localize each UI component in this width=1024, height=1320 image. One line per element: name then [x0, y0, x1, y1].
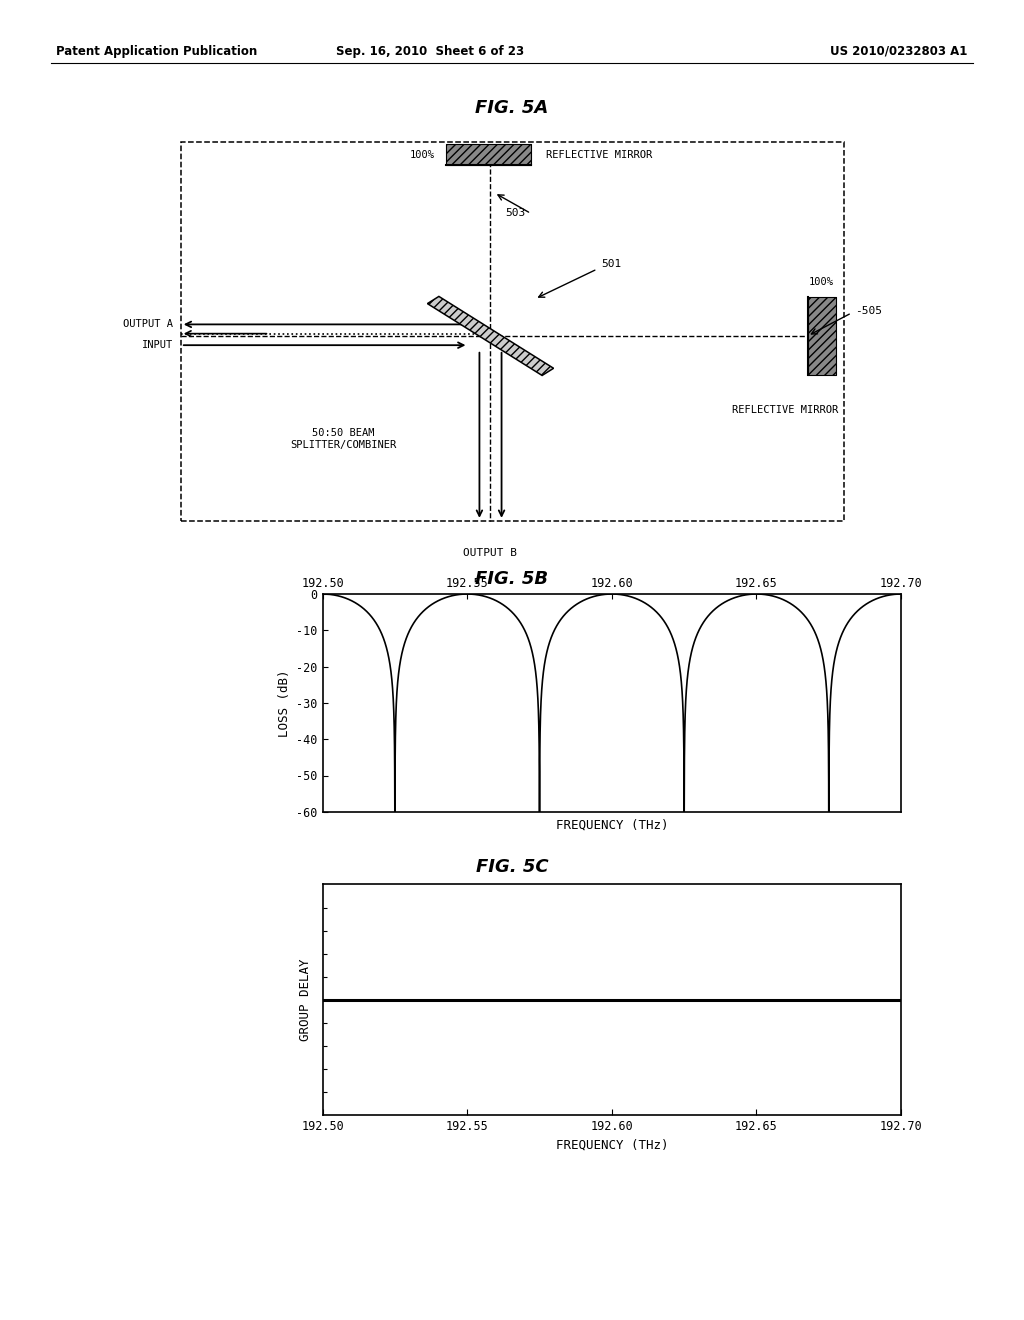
Text: REFLECTIVE MIRROR: REFLECTIVE MIRROR	[732, 405, 839, 416]
Text: FIG. 5C: FIG. 5C	[476, 858, 548, 876]
Text: US 2010/0232803 A1: US 2010/0232803 A1	[830, 45, 968, 58]
Text: 100%: 100%	[809, 277, 834, 288]
Text: INPUT: INPUT	[142, 341, 173, 350]
Text: 501: 501	[601, 259, 622, 269]
Text: OUTPUT A: OUTPUT A	[124, 319, 173, 330]
Y-axis label: LOSS (dB): LOSS (dB)	[278, 669, 291, 737]
Text: REFLECTIVE MIRROR: REFLECTIVE MIRROR	[546, 150, 652, 160]
Text: 100%: 100%	[411, 150, 435, 160]
Text: -505: -505	[855, 305, 883, 315]
Text: Patent Application Publication: Patent Application Publication	[56, 45, 258, 58]
Text: Sep. 16, 2010  Sheet 6 of 23: Sep. 16, 2010 Sheet 6 of 23	[336, 45, 524, 58]
Text: FIG. 5B: FIG. 5B	[475, 570, 549, 589]
Text: FIG. 5A: FIG. 5A	[475, 99, 549, 117]
X-axis label: FREQUENCY (THz): FREQUENCY (THz)	[556, 1139, 668, 1152]
Text: 503: 503	[505, 207, 525, 218]
Y-axis label: GROUP DELAY: GROUP DELAY	[299, 958, 312, 1041]
Polygon shape	[427, 297, 554, 375]
Text: 50:50 BEAM
SPLITTER/COMBINER: 50:50 BEAM SPLITTER/COMBINER	[290, 428, 396, 450]
X-axis label: FREQUENCY (THz): FREQUENCY (THz)	[556, 818, 668, 832]
Text: OUTPUT B: OUTPUT B	[464, 549, 517, 558]
